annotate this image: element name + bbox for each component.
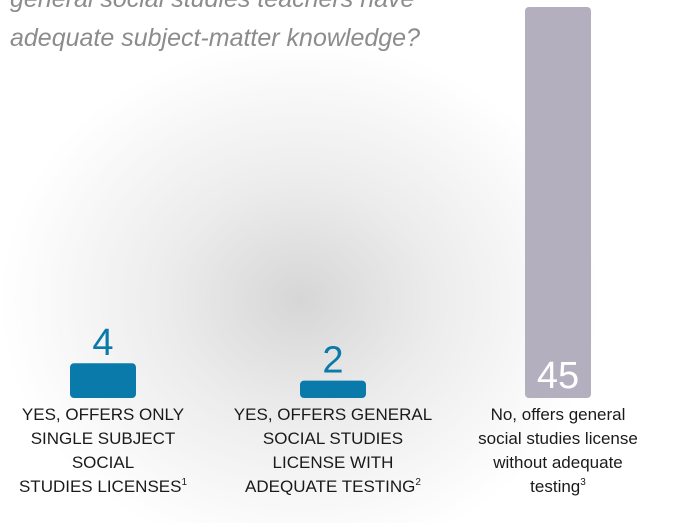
x-tick-label-text: YES, OFFERS GENERAL bbox=[234, 405, 432, 424]
bar bbox=[300, 380, 366, 398]
x-tick-label: SINGLE SUBJECT bbox=[31, 429, 176, 448]
x-tick-label-text: LICENSE WITH bbox=[273, 453, 394, 472]
x-tick-label: YES, OFFERS ONLY bbox=[22, 405, 184, 424]
x-tick-label-text: SOCIAL bbox=[72, 453, 134, 472]
x-tick-label-text: No, offers general bbox=[491, 405, 626, 424]
x-tick-label-text: SOCIAL STUDIES bbox=[263, 429, 403, 448]
x-tick-label-text: without adequate bbox=[492, 453, 623, 472]
x-tick-label: testing3 bbox=[530, 477, 586, 496]
footnote-mark: 2 bbox=[415, 477, 421, 488]
chart-title: general social studies teachers have bbox=[10, 0, 414, 13]
value-label: 45 bbox=[537, 355, 579, 397]
x-tick-label: No, offers general bbox=[491, 405, 626, 424]
x-tick-label-text: SINGLE SUBJECT bbox=[31, 429, 176, 448]
bar bbox=[525, 7, 591, 398]
value-label: 4 bbox=[92, 322, 113, 364]
x-tick-label-text: testing bbox=[530, 477, 580, 496]
x-tick-label: without adequate bbox=[492, 453, 623, 472]
x-tick-label: YES, OFFERS GENERAL bbox=[234, 405, 432, 424]
x-tick-label: ADEQUATE TESTING2 bbox=[245, 477, 421, 496]
x-tick-label: STUDIES LICENSES1 bbox=[19, 477, 188, 496]
bar bbox=[70, 363, 136, 398]
x-tick-label-text: STUDIES LICENSES bbox=[19, 477, 182, 496]
footnote-mark: 3 bbox=[580, 477, 586, 488]
x-tick-label-text: YES, OFFERS ONLY bbox=[22, 405, 184, 424]
x-tick-label-text: social studies license bbox=[478, 429, 638, 448]
footnote-mark: 1 bbox=[181, 477, 187, 488]
x-tick-label: social studies license bbox=[478, 429, 638, 448]
x-tick-label: SOCIAL STUDIES bbox=[263, 429, 403, 448]
chart-title: adequate subject-matter knowledge? bbox=[10, 24, 420, 52]
x-tick-label: LICENSE WITH bbox=[273, 453, 394, 472]
x-tick-label-text: ADEQUATE TESTING bbox=[245, 477, 415, 496]
value-label: 2 bbox=[322, 340, 343, 382]
x-tick-label: SOCIAL bbox=[72, 453, 134, 472]
